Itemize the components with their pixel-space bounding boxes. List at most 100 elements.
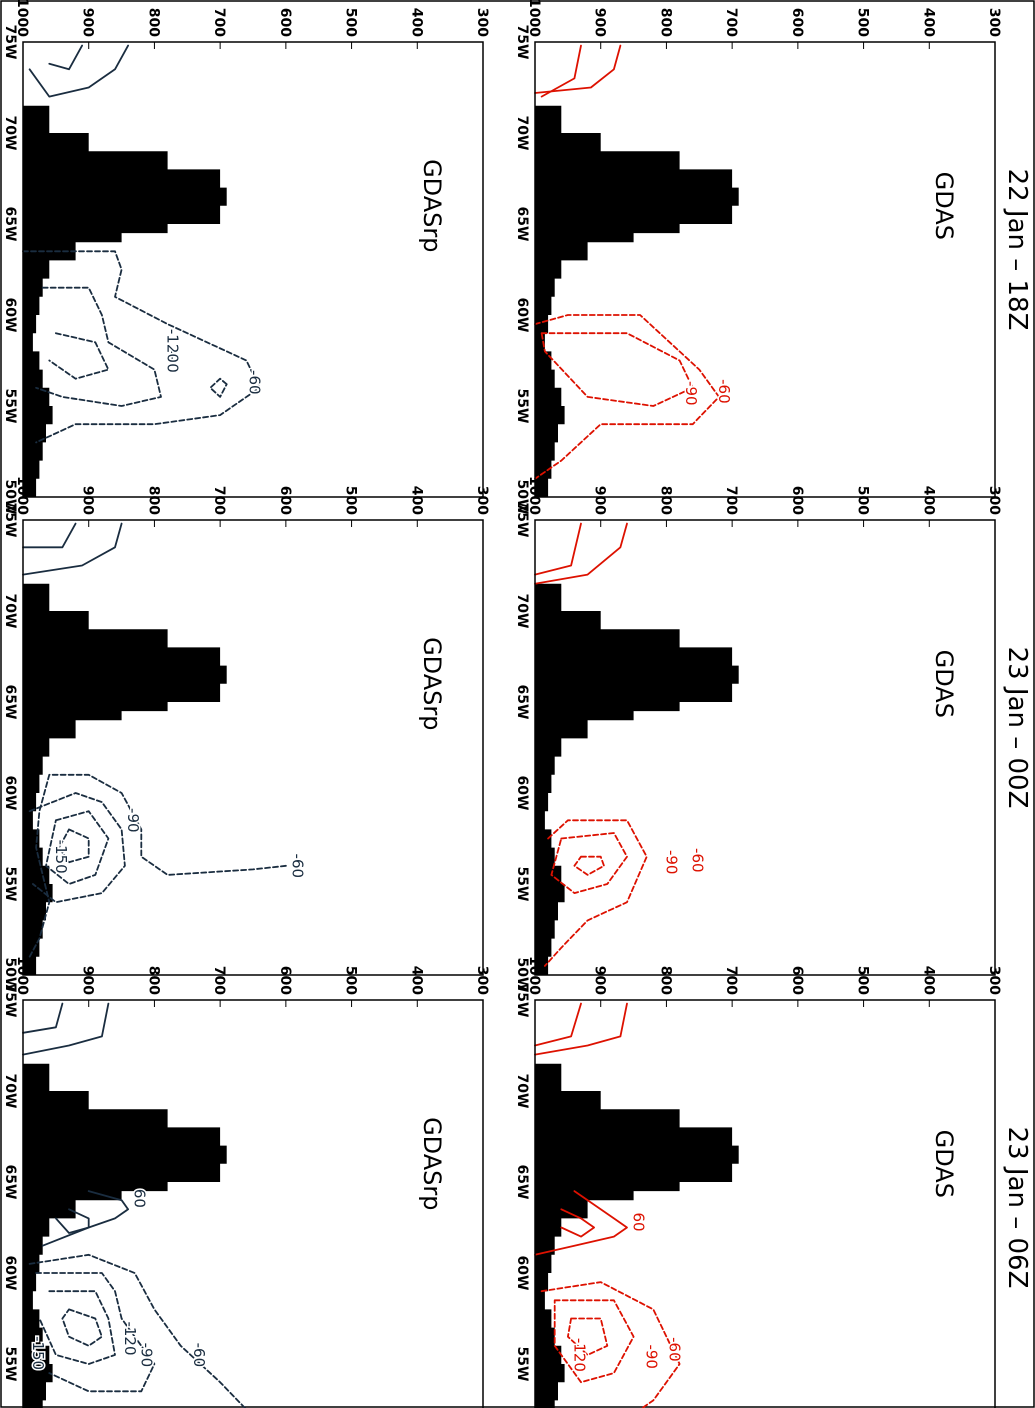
y-tick-label: 700	[723, 8, 739, 37]
terrain-profile	[23, 1000, 227, 1408]
contour-line	[45, 810, 110, 885]
contour-line	[38, 1290, 116, 1365]
contour-line	[540, 1281, 681, 1408]
contour-line	[534, 1002, 628, 1056]
panel-0: -60-90GDAS300400500600700800900100075W70…	[514, 0, 1002, 514]
column-title-0: 22 Jan – 18Z	[1002, 169, 1032, 331]
panel-label: GDAS	[930, 1130, 958, 1198]
y-tick-label: 500	[343, 8, 359, 37]
y-tick-label: 700	[211, 486, 227, 515]
contour-line	[534, 522, 628, 585]
terrain-profile	[535, 520, 739, 975]
contour-line	[55, 1208, 90, 1234]
y-tick-label: 600	[277, 8, 293, 37]
y-tick-label: 1000	[14, 956, 30, 995]
y-tick-label: 900	[592, 8, 608, 37]
y-tick-label: 1000	[526, 476, 542, 515]
x-tick-label: 75W	[514, 503, 530, 538]
contour-line	[543, 819, 648, 967]
contour-line	[22, 1002, 110, 1056]
contour-label: -90	[137, 1343, 155, 1368]
panel-1: -60-90GDAS300400500600700800900100075W70…	[514, 476, 1002, 992]
x-tick-label: 65W	[514, 207, 530, 242]
x-tick-label: 55W	[514, 389, 530, 424]
x-tick-label: 50W	[514, 958, 530, 993]
y-tick-label: 800	[145, 966, 161, 995]
contour-line	[35, 286, 162, 407]
x-tick-label: 60W	[514, 1256, 530, 1291]
y-tick-label: 500	[855, 486, 871, 515]
panel-frame	[22, 519, 484, 976]
x-tick-label: 50W	[514, 480, 530, 515]
y-tick-label: 600	[277, 486, 293, 515]
x-tick-label: 75W	[514, 25, 530, 60]
contour-line	[566, 1317, 609, 1356]
contour-label: -90	[164, 348, 182, 373]
y-tick-label: 500	[343, 966, 359, 995]
x-tick-label: 50W	[2, 480, 18, 515]
y-tick-label: 500	[855, 966, 871, 995]
y-tick-label: 800	[145, 486, 161, 515]
panel-frame	[534, 999, 996, 1408]
x-tick-label: 60W	[2, 298, 18, 333]
x-tick-label: 70W	[514, 1074, 530, 1109]
panel-5: -60 -90-120 -150 60 GDASrp 300 400 500 600 700 800…	[2, 956, 490, 1408]
y-tick-label: 900	[592, 486, 608, 515]
contour-label: -60	[715, 379, 733, 404]
y-tick-label: 600	[277, 966, 293, 995]
y-tick-label: 400	[408, 966, 424, 995]
contour-label: -60	[246, 370, 264, 395]
y-tick-label: 300	[986, 8, 1002, 37]
y-tick-label: 600	[789, 486, 805, 515]
y-tick-label: 400	[920, 8, 936, 37]
contour-label: -90	[643, 1344, 661, 1369]
contour-label: -150	[29, 1336, 47, 1370]
contour-line	[553, 1299, 635, 1384]
x-tick-label: 75W	[2, 983, 18, 1018]
y-tick-label: 800	[657, 966, 673, 995]
contour-line	[58, 828, 90, 864]
x-tick-label: 70W	[2, 116, 18, 151]
contour-label: -60	[666, 1337, 684, 1362]
panel-2: -60 -90 -120 60 GDAS 300 400 500 600 700 800 900 100…	[514, 956, 1002, 1408]
panel-frame	[22, 41, 484, 498]
contour-label: -90	[662, 850, 680, 875]
contour-line	[560, 1208, 596, 1238]
contour-label: -120	[164, 329, 182, 363]
y-tick-label: 900	[80, 966, 96, 995]
contour-label: -90	[682, 381, 700, 406]
contour-line	[22, 1002, 64, 1034]
contour-line	[534, 1002, 582, 1047]
y-tick-label: 700	[723, 966, 739, 995]
x-tick-label: 65W	[514, 1165, 530, 1200]
x-tick-label: 70W	[2, 594, 18, 629]
contour-line	[28, 1253, 248, 1408]
y-tick-label: 500	[343, 486, 359, 515]
x-tick-label: 65W	[2, 207, 18, 242]
x-tick-label: 70W	[2, 1074, 18, 1109]
column-title-1: 23 Jan – 00Z	[1002, 647, 1032, 809]
x-tick-label: 60W	[514, 298, 530, 333]
y-tick-label: 800	[145, 8, 161, 37]
y-tick-label: 800	[657, 8, 673, 37]
x-tick-label: 55W	[2, 867, 18, 902]
y-tick-label: 400	[920, 966, 936, 995]
y-tick-label: 1000	[14, 0, 30, 37]
y-tick-label: 900	[592, 966, 608, 995]
contour-label: 60	[630, 1212, 648, 1231]
y-tick-label: 900	[80, 486, 96, 515]
panel-3: -60 -90-120 GDASrp 300 400 500 600 700 800 900 100…	[2, 0, 490, 514]
contour-label: -60	[689, 848, 707, 873]
y-tick-label: 600	[789, 966, 805, 995]
y-tick-label: 300	[986, 966, 1002, 995]
x-tick-label: 50W	[2, 958, 18, 993]
contour-line	[573, 855, 605, 876]
x-tick-label: 75W	[2, 25, 18, 60]
contour-line	[534, 1190, 628, 1256]
x-tick-label: 70W	[514, 594, 530, 629]
y-tick-label: 300	[474, 966, 490, 995]
contour-line	[48, 44, 83, 71]
x-tick-label: 60W	[514, 776, 530, 811]
y-tick-label: 400	[408, 486, 424, 515]
